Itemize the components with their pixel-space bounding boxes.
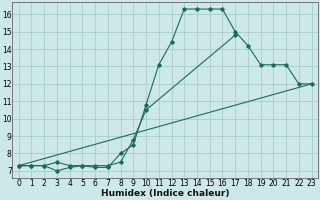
X-axis label: Humidex (Indice chaleur): Humidex (Indice chaleur) (101, 189, 229, 198)
